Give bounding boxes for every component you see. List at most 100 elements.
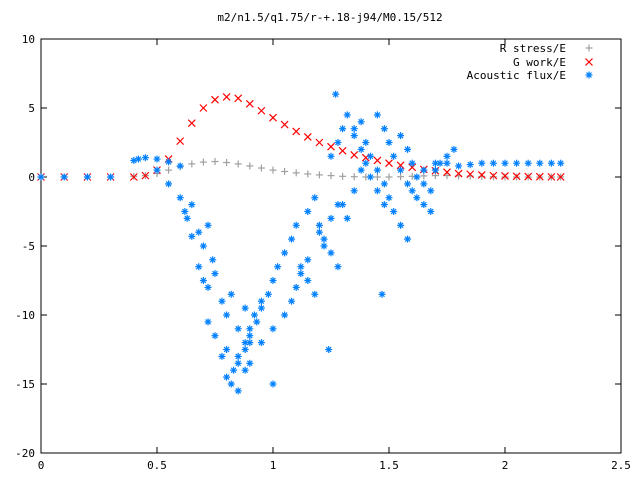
data-point xyxy=(327,152,335,160)
data-point xyxy=(501,171,509,180)
data-point xyxy=(325,346,333,353)
data-point xyxy=(250,311,258,319)
data-point xyxy=(397,221,405,229)
data-point xyxy=(350,132,358,140)
data-point xyxy=(343,214,351,222)
data-point xyxy=(241,304,249,312)
plot-frame xyxy=(40,38,622,454)
data-point xyxy=(373,173,381,181)
data-point xyxy=(222,93,231,101)
data-point xyxy=(269,166,277,174)
data-point xyxy=(501,159,509,167)
data-point xyxy=(327,214,335,222)
data-point xyxy=(218,352,226,360)
data-point xyxy=(385,173,393,181)
data-point xyxy=(373,166,381,174)
data-point xyxy=(246,359,254,367)
data-point xyxy=(320,242,328,250)
data-point xyxy=(188,160,196,168)
legend-label-g-work: G work/E xyxy=(513,56,566,69)
data-point xyxy=(303,133,312,141)
data-point xyxy=(454,169,463,178)
data-point xyxy=(320,235,328,243)
data-point xyxy=(223,373,231,381)
data-point xyxy=(373,156,382,165)
data-point xyxy=(209,256,217,264)
series-1 xyxy=(37,93,565,181)
data-point xyxy=(501,173,509,181)
data-point xyxy=(241,339,249,347)
x-tick-label: 0.5 xyxy=(147,459,167,472)
y-tick-label: 10 xyxy=(22,33,35,46)
data-point xyxy=(274,263,282,271)
series-0 xyxy=(37,158,565,181)
data-point xyxy=(427,208,435,215)
data-point xyxy=(223,159,231,167)
data-point xyxy=(443,172,451,180)
data-point xyxy=(257,164,265,172)
data-point xyxy=(397,173,405,181)
data-point xyxy=(234,94,243,103)
data-point xyxy=(245,99,254,108)
data-point xyxy=(385,139,393,146)
data-point xyxy=(141,154,149,162)
data-point xyxy=(557,159,565,167)
data-point xyxy=(547,172,556,181)
data-point xyxy=(165,180,173,188)
data-point xyxy=(390,152,398,160)
data-point xyxy=(181,208,189,215)
data-point xyxy=(366,173,374,181)
data-point xyxy=(234,352,242,360)
data-point xyxy=(269,113,277,122)
data-point xyxy=(246,339,254,347)
data-point xyxy=(477,171,486,179)
data-point xyxy=(380,201,388,209)
data-point xyxy=(211,158,219,166)
data-point xyxy=(257,106,266,115)
data-point xyxy=(211,332,219,340)
data-point xyxy=(350,150,359,159)
data-point xyxy=(153,166,161,174)
data-point xyxy=(280,120,289,129)
data-point xyxy=(334,139,342,146)
data-point xyxy=(241,366,249,374)
data-point xyxy=(234,359,242,367)
data-point xyxy=(408,159,416,167)
y-tick-label: -20 xyxy=(15,447,35,460)
x-tick-label: 2.5 xyxy=(611,459,631,472)
data-point xyxy=(378,290,386,298)
data-point xyxy=(556,173,565,181)
data-point xyxy=(199,242,207,250)
data-point xyxy=(350,187,358,195)
data-point xyxy=(292,221,300,229)
data-point xyxy=(199,277,207,284)
legend-label-acoustic-flux: Acoustic flux/E xyxy=(467,69,566,82)
x-tick-label: 2 xyxy=(502,459,509,472)
data-point xyxy=(339,125,347,133)
data-point xyxy=(297,270,305,278)
data-point xyxy=(165,166,173,174)
data-point xyxy=(489,171,498,180)
data-point xyxy=(339,172,347,180)
data-point xyxy=(535,172,544,181)
data-point xyxy=(311,290,319,298)
data-point xyxy=(390,208,398,215)
x-axis: 0 0.5 1 1.5 2 2.5 xyxy=(38,39,631,472)
data-point xyxy=(176,162,184,170)
data-point xyxy=(397,132,405,140)
data-point xyxy=(362,159,370,167)
y-tick-label: 5 xyxy=(28,102,35,115)
data-point xyxy=(334,263,342,271)
data-point xyxy=(204,318,212,326)
data-point xyxy=(176,194,184,202)
data-point xyxy=(385,194,393,202)
data-point xyxy=(315,171,323,179)
y-axis: 10 5 0 -5 -10 -15 -20 xyxy=(15,33,621,460)
data-point xyxy=(380,125,388,133)
data-point xyxy=(413,194,421,202)
data-point xyxy=(195,263,203,271)
data-point xyxy=(420,201,428,209)
data-point xyxy=(165,158,173,166)
data-point xyxy=(443,159,451,167)
data-point xyxy=(512,172,521,181)
